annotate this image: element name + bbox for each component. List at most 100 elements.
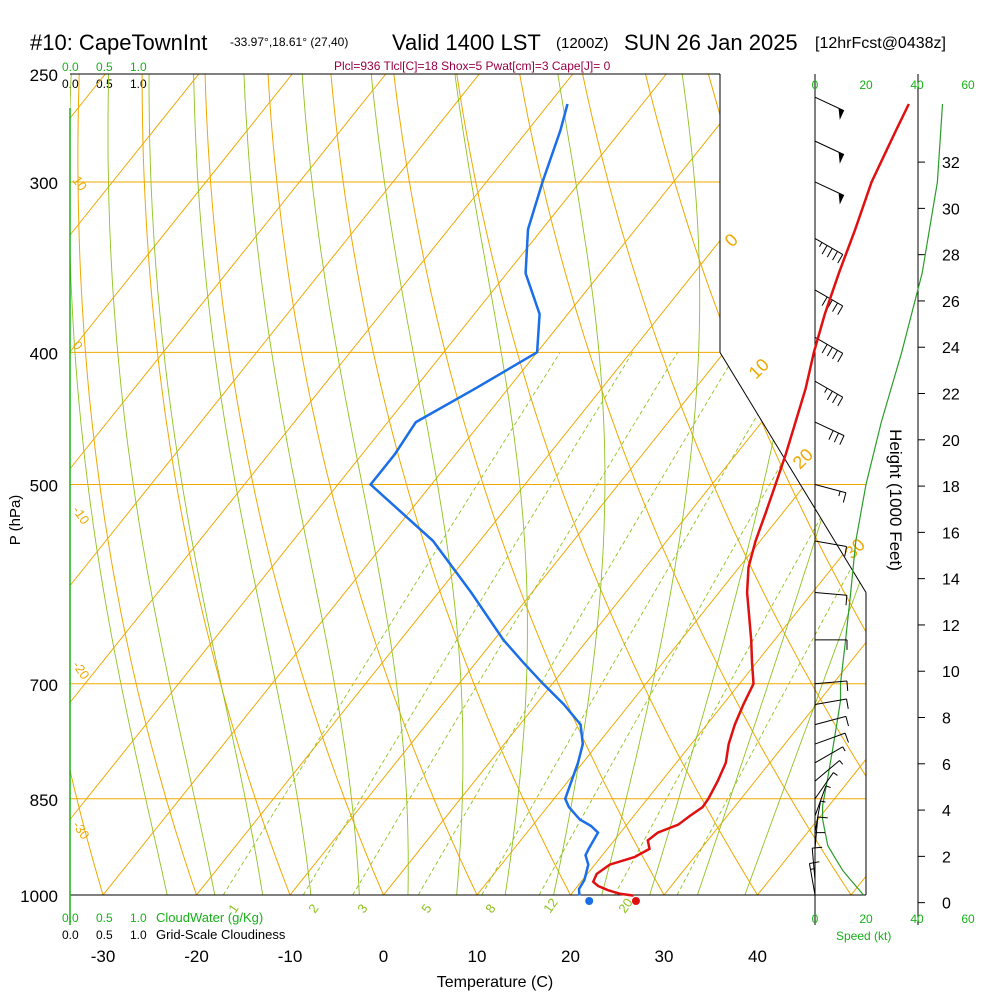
- dry-adiabat-line: [141, 74, 302, 895]
- wind-barb-staff: [814, 785, 827, 817]
- forecast-info: [12hrFcst@0438z]: [815, 35, 946, 52]
- height-tick-label: 8: [942, 711, 951, 728]
- valid-time: Valid 1400 LST: [392, 30, 541, 55]
- wind-speed-tick-top: 0: [812, 78, 819, 92]
- surface-dewpoint-marker: [585, 897, 594, 905]
- wind-barb-feather: [837, 305, 844, 315]
- wind-speed-tick-top: 40: [910, 78, 924, 92]
- wind-barb-feather: [821, 296, 828, 306]
- height-tick-label: 32: [942, 155, 960, 172]
- wind-barb-feather: [845, 595, 848, 606]
- wind-speed-tick-bottom: 20: [859, 912, 873, 926]
- wind-barb-feather: [837, 396, 844, 407]
- wind-barb-half-feather: [839, 760, 844, 765]
- valid-date: SUN 26 Jan 2025: [624, 30, 798, 55]
- moist-adiabat-line: [593, 74, 701, 895]
- mixing-ratio-line: [417, 352, 738, 895]
- wind-barb-flag: [838, 108, 845, 120]
- cloud-scale-bottom-green-2: 1.0: [130, 911, 147, 925]
- wind-barb-staff: [814, 540, 847, 547]
- station-title: #10: CapeTownInt: [30, 30, 207, 55]
- wind-barb-staff: [811, 848, 816, 881]
- height-axis-title: Height (1000 Feet): [886, 429, 905, 571]
- moist-adiabat-line: [70, 74, 174, 895]
- pressure-tick-label: 250: [30, 66, 58, 85]
- mixing-ratio-label: 12: [540, 895, 561, 915]
- height-tick-label: 28: [942, 248, 960, 265]
- wind-barb: [814, 715, 849, 727]
- wind-barb-staff: [814, 336, 843, 354]
- wind-barb: [808, 861, 820, 896]
- sounding-indices: Plcl=936 Tlcl[C]=18 Shox=5 Pwat[cm]=3 Ca…: [334, 59, 611, 73]
- wind-barb: [814, 140, 845, 164]
- y-axis-title: P (hPa): [7, 495, 24, 546]
- wind-barb-feather: [844, 732, 849, 743]
- cloud-scale-top-black-2: 1.0: [130, 77, 147, 91]
- moist-adiabat-line: [192, 74, 315, 895]
- wind-barb-feather: [842, 492, 847, 503]
- wind-barb-feather: [821, 344, 828, 354]
- isotherm-line: [70, 74, 293, 895]
- wind-barb: [814, 380, 844, 407]
- pressure-tick-label: 300: [30, 174, 58, 193]
- wind-barb-staff: [814, 140, 845, 156]
- temperature-tick-label: -20: [184, 947, 209, 966]
- cloud-scale-top-green-1: 0.5: [96, 60, 113, 74]
- wind-barb-half-feather: [818, 242, 823, 248]
- temperature-tick-label: -10: [278, 947, 303, 966]
- wind-barb-feather: [833, 432, 840, 443]
- wind-barb: [814, 484, 847, 503]
- plot-frame: [69, 73, 919, 925]
- wind-barb-feather: [809, 861, 820, 864]
- dry-adiabat-line: [266, 74, 492, 895]
- wind-speed-tick-bottom: 60: [961, 912, 975, 926]
- surface-temperature-marker: [631, 897, 640, 905]
- moist-adiabat-line: [300, 74, 409, 895]
- height-tick-label: 14: [942, 572, 960, 589]
- wind-barb: [811, 846, 823, 881]
- dry-adiabat-line: [204, 74, 397, 895]
- wind-barb-half-feather: [820, 800, 826, 803]
- station-coords: -33.97°,18.61° (27,40): [230, 35, 348, 49]
- isotherm-line: [70, 74, 200, 895]
- plot-clipped-lines: [70, 74, 866, 895]
- height-tick-label: 12: [942, 618, 960, 635]
- wind-barb-feather: [828, 430, 834, 440]
- pressure-tick-label: 850: [30, 791, 58, 810]
- wind-barb-feather: [832, 302, 838, 312]
- wind-barb-staff: [814, 801, 822, 833]
- wind-barb-staff: [814, 760, 840, 782]
- moist-adiabat-line: [368, 74, 464, 895]
- moist-adiabat-line: [451, 74, 528, 895]
- wind-barb-feather: [817, 816, 828, 819]
- wind-speed-tick-bottom: 0: [812, 912, 819, 926]
- wind-barb-feather: [846, 680, 849, 691]
- dry-adiabat-line: [639, 74, 866, 895]
- cloudwater-label: CloudWater (g/Kg): [156, 910, 263, 925]
- wind-barb: [814, 336, 844, 363]
- wind-speed-tick-top: 60: [961, 78, 975, 92]
- cloud-scale-bottom: 0.0 0.5 1.0 CloudWater (g/Kg) 0.0 0.5 1.…: [62, 910, 286, 942]
- wind-speed-axis-title: Speed (kt): [836, 929, 891, 943]
- wind-barb-feather: [832, 251, 838, 261]
- wind-profile: [808, 96, 944, 896]
- wind-barb: [814, 237, 844, 264]
- cloud-scale-top-green-0: 0.0: [62, 60, 79, 74]
- dewpoint-profile: [368, 103, 600, 896]
- cloud-scale-bottom-black-0: 0.0: [62, 928, 79, 942]
- height-tick-label: 6: [942, 757, 951, 774]
- wind-barb-half-feather: [824, 387, 828, 393]
- moist-adiabat-line: [148, 74, 268, 895]
- wind-barb-staff: [814, 484, 847, 494]
- wind-barb: [815, 639, 848, 650]
- cloud-scale-top-green-2: 1.0: [130, 60, 147, 74]
- wind-barb-staff: [808, 863, 816, 896]
- wind-barb-feather: [826, 390, 833, 401]
- wind-barb-half-feather: [810, 868, 816, 870]
- wind-barb-staff: [814, 715, 847, 726]
- wind-speed-tick-top: 20: [859, 78, 873, 92]
- dry-adiabat-line: [452, 74, 776, 895]
- wind-barb-feather: [844, 546, 848, 557]
